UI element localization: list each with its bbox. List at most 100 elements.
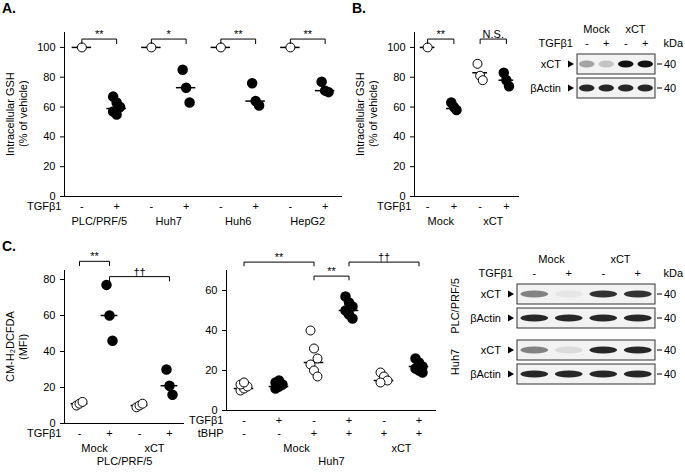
svg-text:-: - — [277, 427, 281, 439]
svg-text:Huh7: Huh7 — [449, 349, 461, 375]
svg-text:+: + — [451, 200, 457, 212]
svg-text:kDa: kDa — [663, 267, 683, 279]
svg-text:60: 60 — [43, 101, 55, 113]
svg-text:+: + — [113, 200, 119, 212]
svg-text:+: + — [566, 267, 572, 279]
svg-text:40: 40 — [664, 288, 676, 300]
svg-text:+: + — [346, 414, 352, 426]
svg-text:xCT: xCT — [144, 442, 164, 454]
svg-text:-: - — [624, 37, 628, 49]
svg-text:-: - — [138, 427, 142, 439]
svg-text:TGFβ1: TGFβ1 — [27, 200, 61, 212]
svg-text:-: - — [312, 414, 316, 426]
svg-text:40: 40 — [43, 345, 55, 357]
svg-text:60: 60 — [393, 101, 405, 113]
svg-text:Mock: Mock — [428, 215, 455, 227]
svg-text:Mock: Mock — [538, 253, 565, 265]
svg-text:††: †† — [378, 251, 390, 263]
svg-text:-: - — [426, 200, 430, 212]
svg-text:**: ** — [95, 28, 104, 40]
svg-text:+: + — [416, 414, 422, 426]
svg-text:+: + — [276, 414, 282, 426]
svg-text:+: + — [503, 200, 509, 212]
svg-text:PLC/PRF/5: PLC/PRF/5 — [449, 278, 461, 334]
svg-text:TGFβ1: TGFβ1 — [539, 37, 573, 49]
svg-text:-: - — [219, 200, 223, 212]
svg-text:TGFβ1: TGFβ1 — [189, 414, 223, 426]
svg-text:+: + — [642, 37, 648, 49]
svg-text:-: - — [478, 200, 482, 212]
svg-text:60: 60 — [205, 284, 217, 296]
svg-text:-: - — [289, 200, 293, 212]
svg-text:+: + — [635, 267, 641, 279]
svg-text:HepG2: HepG2 — [290, 215, 325, 227]
svg-text:+: + — [603, 37, 609, 49]
svg-text:40: 40 — [43, 130, 55, 142]
svg-text:tBHP: tBHP — [198, 427, 224, 439]
svg-text:βActin: βActin — [530, 82, 561, 94]
svg-text:40: 40 — [205, 324, 217, 336]
svg-text:**: ** — [303, 28, 312, 40]
svg-text:**: ** — [275, 251, 284, 263]
svg-text:TGFβ1: TGFβ1 — [479, 267, 513, 279]
svg-text:+: + — [252, 200, 258, 212]
svg-text:20: 20 — [205, 364, 217, 376]
svg-text:+: + — [106, 427, 112, 439]
svg-text:Mock: Mock — [583, 23, 610, 35]
svg-text:βActin: βActin — [470, 312, 501, 324]
svg-text:**: ** — [90, 250, 99, 262]
svg-text:βActin: βActin — [470, 368, 501, 380]
svg-text:**: ** — [234, 28, 243, 40]
svg-text:xCT: xCT — [610, 253, 630, 265]
svg-text:xCT: xCT — [481, 344, 501, 356]
svg-text:40: 40 — [664, 344, 676, 356]
svg-text:80: 80 — [43, 273, 55, 285]
svg-text:+: + — [322, 200, 328, 212]
svg-text:-: - — [150, 200, 154, 212]
svg-text:-: - — [80, 200, 84, 212]
svg-text:N.S.: N.S. — [483, 28, 504, 40]
svg-text:100: 100 — [37, 41, 55, 53]
svg-text:80: 80 — [393, 71, 405, 83]
svg-text:+: + — [381, 427, 387, 439]
svg-text:+: + — [416, 427, 422, 439]
svg-text:-: - — [532, 267, 536, 279]
svg-text:+: + — [311, 427, 317, 439]
svg-text:xCT: xCT — [625, 23, 645, 35]
svg-text:Huh7: Huh7 — [156, 215, 182, 227]
svg-text:40: 40 — [393, 130, 405, 142]
svg-text:-: - — [382, 414, 386, 426]
svg-text:20: 20 — [393, 160, 405, 172]
svg-text:xCT: xCT — [541, 58, 561, 70]
svg-text:20: 20 — [43, 381, 55, 393]
svg-text:TGFβ1: TGFβ1 — [377, 200, 411, 212]
svg-text:TGFβ1: TGFβ1 — [27, 427, 61, 439]
svg-text:*: * — [167, 28, 172, 40]
svg-text:+: + — [346, 427, 352, 439]
svg-text:kDa: kDa — [663, 37, 683, 49]
svg-text:**: ** — [436, 28, 445, 40]
svg-text:+: + — [166, 427, 172, 439]
svg-text:20: 20 — [43, 160, 55, 172]
svg-text:-: - — [242, 414, 246, 426]
svg-text:**: ** — [327, 265, 336, 277]
svg-text:xCT: xCT — [483, 215, 503, 227]
svg-text:xCT: xCT — [481, 288, 501, 300]
svg-text:40: 40 — [664, 58, 676, 70]
svg-text:-: - — [78, 427, 82, 439]
svg-text:40: 40 — [664, 82, 676, 94]
svg-text:-: - — [585, 37, 589, 49]
svg-text:PLC/PRF/5: PLC/PRF/5 — [71, 215, 127, 227]
svg-text:PLC/PRF/5: PLC/PRF/5 — [97, 455, 153, 467]
svg-text:80: 80 — [43, 71, 55, 83]
svg-text:Huh7: Huh7 — [318, 455, 344, 467]
svg-text:Mock: Mock — [283, 442, 310, 454]
svg-text:40: 40 — [664, 312, 676, 324]
svg-text:40: 40 — [664, 368, 676, 380]
svg-text:100: 100 — [387, 41, 405, 53]
svg-text:††: †† — [133, 266, 145, 278]
svg-text:Huh6: Huh6 — [225, 215, 251, 227]
svg-text:Mock: Mock — [81, 442, 108, 454]
svg-text:-: - — [601, 267, 605, 279]
svg-text:xCT: xCT — [391, 442, 411, 454]
